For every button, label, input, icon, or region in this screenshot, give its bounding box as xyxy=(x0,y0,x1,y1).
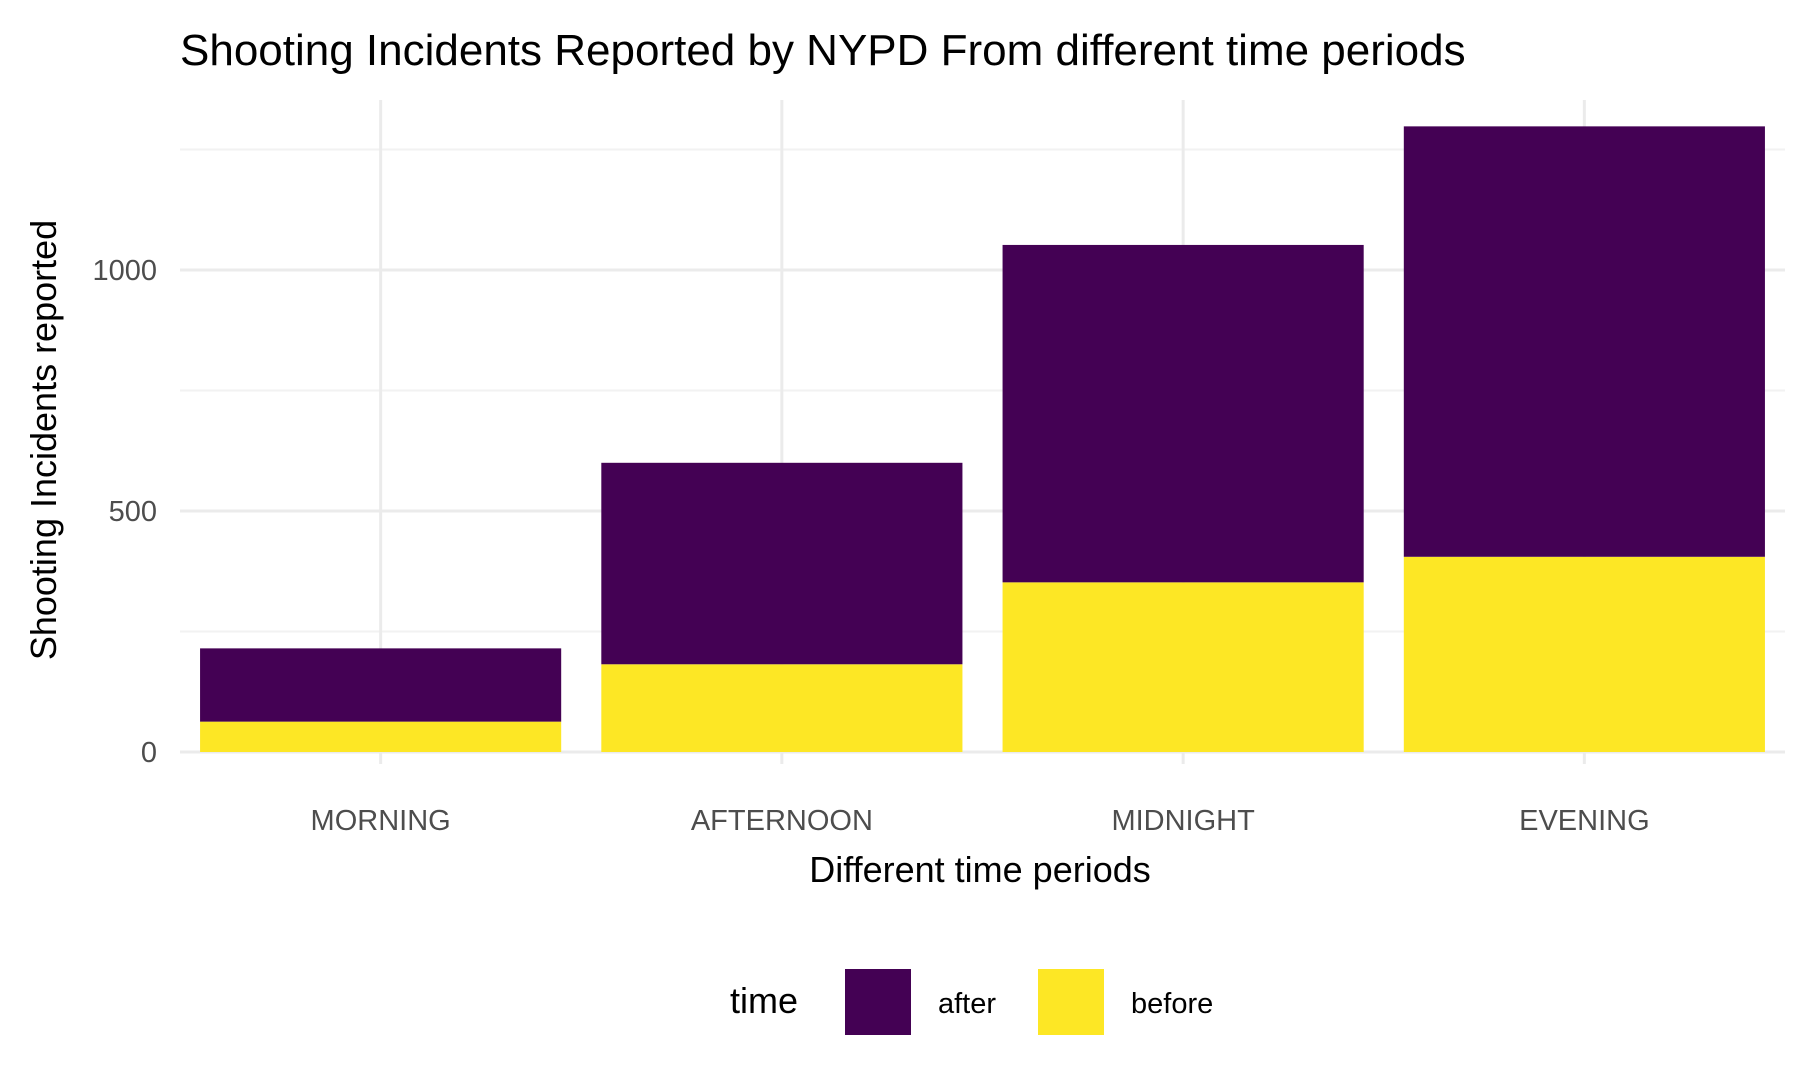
bar-midnight-after xyxy=(1002,244,1364,583)
bar-morning-after xyxy=(200,648,562,722)
chart-title: Shooting Incidents Reported by NYPD From… xyxy=(180,26,1466,75)
y-axis-title: Shooting Incidents reported xyxy=(23,220,64,660)
bar-afternoon-before xyxy=(601,664,963,752)
x-axis-title: Different time periods xyxy=(809,849,1151,890)
bar-midnight-before xyxy=(1002,582,1364,752)
y-tick-label: 0 xyxy=(141,737,157,769)
bar-morning-before xyxy=(200,721,562,752)
legend-label-after: after xyxy=(938,988,996,1020)
bar-evening-after xyxy=(1403,126,1765,557)
x-tick-label: AFTERNOON xyxy=(691,805,873,837)
bar-afternoon-after xyxy=(601,462,963,665)
x-tick-label: MIDNIGHT xyxy=(1111,805,1255,837)
legend-title: time xyxy=(730,980,798,1021)
x-tick-label: EVENING xyxy=(1519,805,1650,837)
bars xyxy=(200,126,1765,752)
plot-area xyxy=(180,100,1785,764)
legend-key-after xyxy=(845,969,911,1035)
x-tick-label: MORNING xyxy=(311,805,451,837)
bar-evening-before xyxy=(1403,556,1765,752)
x-axis-ticks: MORNING AFTERNOON MIDNIGHT EVENING xyxy=(311,805,1650,837)
y-tick-label: 1000 xyxy=(92,255,157,287)
y-axis-ticks: 0 500 1000 xyxy=(92,255,157,769)
legend-label-before: before xyxy=(1131,988,1213,1020)
y-tick-label: 500 xyxy=(109,496,157,528)
legend: time after before xyxy=(730,969,1213,1035)
legend-items: after before xyxy=(845,969,1213,1035)
legend-key-before xyxy=(1038,969,1104,1035)
